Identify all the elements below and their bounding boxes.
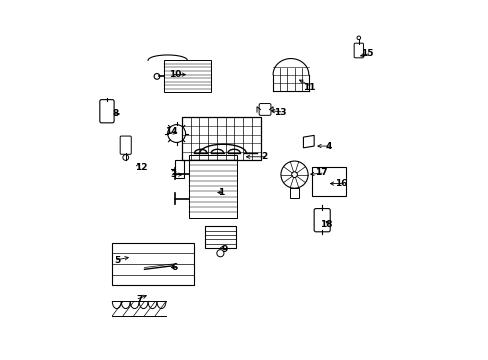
Text: 17: 17 xyxy=(314,168,327,177)
Bar xyxy=(290,188,298,198)
Text: 5: 5 xyxy=(114,256,121,265)
Text: 6: 6 xyxy=(171,263,178,272)
Text: 7: 7 xyxy=(136,295,142,304)
Text: 8: 8 xyxy=(113,109,119,118)
Text: 1: 1 xyxy=(218,188,224,197)
Bar xyxy=(205,226,235,248)
Text: 14: 14 xyxy=(164,127,177,136)
Text: 4: 4 xyxy=(325,141,331,150)
Bar xyxy=(182,117,260,160)
Text: 13: 13 xyxy=(273,108,286,117)
Text: 12: 12 xyxy=(134,163,147,172)
Text: 11: 11 xyxy=(302,83,314,92)
Text: 2: 2 xyxy=(261,152,267,161)
Bar xyxy=(312,167,346,196)
Text: 10: 10 xyxy=(168,70,181,79)
Text: 16: 16 xyxy=(334,179,346,188)
Bar xyxy=(112,243,194,285)
Text: 15: 15 xyxy=(361,49,373,58)
Bar xyxy=(189,155,237,217)
Text: 9: 9 xyxy=(221,245,227,254)
Text: 18: 18 xyxy=(320,220,332,229)
Bar xyxy=(175,160,183,178)
Bar xyxy=(164,60,210,93)
Text: 3: 3 xyxy=(170,170,176,179)
